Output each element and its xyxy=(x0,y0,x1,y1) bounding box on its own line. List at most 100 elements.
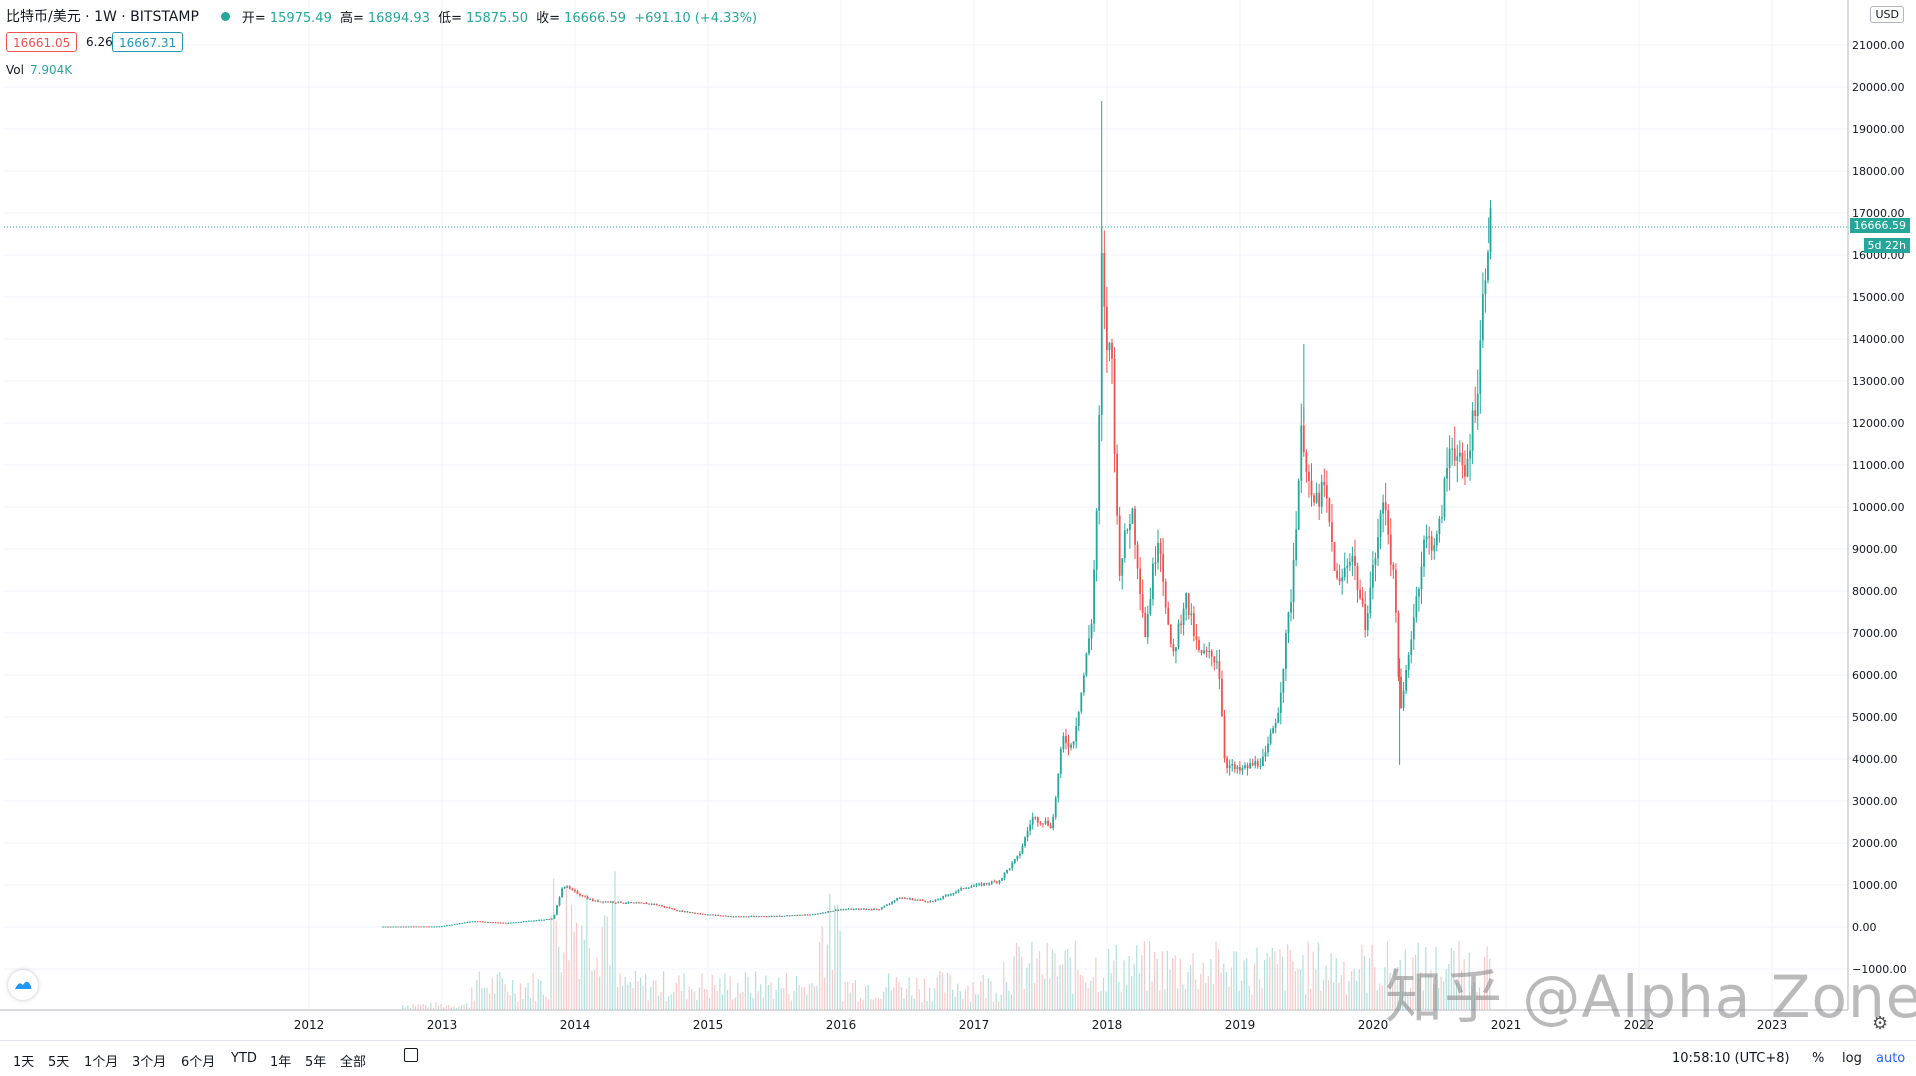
volume-bar xyxy=(1269,957,1271,1010)
range-1y-button[interactable]: 1年 xyxy=(270,1055,292,1070)
volume-bar xyxy=(1256,947,1258,1010)
volume-bar xyxy=(1120,992,1123,1010)
range-ytd-button[interactable]: YTD xyxy=(231,1051,257,1066)
candle-body xyxy=(773,915,776,917)
candle-body xyxy=(1213,656,1216,663)
volume-bar xyxy=(990,981,992,1010)
candle-body xyxy=(469,921,471,923)
volume-bar xyxy=(778,977,780,1010)
volume-bar xyxy=(1484,957,1486,1010)
volume-bar xyxy=(1090,980,1092,1010)
candle-body xyxy=(1146,614,1149,637)
range-5y-button[interactable]: 5年 xyxy=(305,1055,327,1070)
volume-bar xyxy=(1241,980,1243,1010)
volume-bar xyxy=(443,1007,445,1010)
candle-body xyxy=(412,926,415,928)
candle-body xyxy=(435,926,438,928)
volume-bar xyxy=(724,973,726,1010)
currency-button[interactable]: USD xyxy=(1870,6,1904,23)
candle-body xyxy=(1274,722,1277,728)
volume-bar xyxy=(1409,988,1412,1010)
clock-readout[interactable]: 10:58:10 (UTC+8) xyxy=(1672,1051,1790,1066)
candle-body xyxy=(515,922,517,924)
volume-bar xyxy=(675,982,677,1010)
candle-body xyxy=(1159,542,1162,554)
volume-bar xyxy=(1430,970,1432,1010)
volume-bar xyxy=(1202,962,1204,1010)
candle-body xyxy=(1310,480,1313,496)
chart-area[interactable]: 21000.00 20000.00 19000.00 18000.00 17000.00… xyxy=(0,0,1916,1040)
candle-body xyxy=(1471,410,1474,451)
calendar-icon[interactable] xyxy=(404,1048,418,1062)
volume-bar xyxy=(936,977,938,1010)
range-1m-button[interactable]: 1个月 xyxy=(84,1055,119,1070)
candle-body xyxy=(1210,650,1213,657)
candle-body xyxy=(781,915,783,917)
log-button[interactable]: log xyxy=(1842,1051,1862,1066)
volume-bar xyxy=(499,972,501,1010)
gear-icon[interactable]: ⚙ xyxy=(1872,1013,1889,1034)
candle-body xyxy=(1254,761,1257,766)
candle-body xyxy=(1285,633,1287,669)
volume-bar xyxy=(1363,956,1365,1010)
volume-bar xyxy=(1238,990,1240,1010)
x-tick-label: 2022 xyxy=(1624,1018,1655,1032)
candle-body xyxy=(1131,508,1134,524)
candle-body xyxy=(612,901,615,903)
symbol-title[interactable]: 比特币/美元 · 1W · BITSTAMP xyxy=(6,9,199,25)
candle-body xyxy=(993,881,996,883)
range-1d-button[interactable]: 1天 xyxy=(13,1055,35,1070)
volume-bar xyxy=(450,1007,452,1010)
tradingview-logo-icon[interactable] xyxy=(8,970,38,1000)
volume-bar xyxy=(1379,983,1381,1010)
volume-bar xyxy=(601,927,603,1010)
volume-bar xyxy=(1169,969,1171,1010)
volume-bar xyxy=(468,1007,470,1010)
candle-body xyxy=(1461,452,1464,466)
candle-body xyxy=(632,902,635,904)
volume-bar xyxy=(665,1000,667,1010)
volume-bar xyxy=(885,987,887,1010)
volume-bar xyxy=(1246,958,1248,1010)
candle-body xyxy=(1333,541,1336,571)
volume-bar xyxy=(1366,992,1368,1010)
range-6m-button[interactable]: 6个月 xyxy=(181,1055,216,1070)
volume-bar xyxy=(752,997,754,1010)
volume-bar xyxy=(1310,989,1312,1010)
volume-bar xyxy=(1097,992,1099,1010)
volume-bar xyxy=(1051,949,1053,1010)
candle-body xyxy=(1070,744,1072,748)
volume-bar xyxy=(1384,967,1386,1010)
candle-body xyxy=(1361,598,1364,605)
candle-body xyxy=(1341,577,1344,582)
candle-body xyxy=(852,908,855,910)
high-label: 高= xyxy=(339,10,364,26)
candle-body xyxy=(625,902,627,904)
candle-body xyxy=(735,916,737,918)
ask-price-button[interactable]: 16667.31 xyxy=(112,32,184,52)
volume-bar xyxy=(693,991,695,1010)
auto-button[interactable]: auto xyxy=(1876,1051,1906,1066)
percent-button[interactable]: % xyxy=(1812,1051,1825,1066)
volume-bar xyxy=(698,987,700,1010)
candle-body xyxy=(494,922,497,924)
volume-bar xyxy=(622,986,624,1010)
volume-bar xyxy=(1287,944,1289,1010)
range-3m-button[interactable]: 3个月 xyxy=(132,1055,167,1070)
candle-body xyxy=(1315,492,1318,503)
range-all-button[interactable]: 全部 xyxy=(340,1055,367,1070)
volume-bar xyxy=(1284,990,1286,1010)
range-5d-button[interactable]: 5天 xyxy=(48,1055,70,1070)
x-tick-label: 2020 xyxy=(1358,1018,1389,1032)
bid-price-button[interactable]: 16661.05 xyxy=(6,32,78,52)
candle-body xyxy=(635,902,638,904)
volume-bar xyxy=(1028,963,1030,1010)
candle-body xyxy=(1259,765,1262,767)
candle-body xyxy=(1187,593,1190,616)
volume-bar xyxy=(760,984,762,1010)
candle-body xyxy=(1192,613,1195,637)
candle-body xyxy=(706,914,709,916)
volume-bar xyxy=(1455,983,1458,1010)
candle-body xyxy=(566,886,569,888)
